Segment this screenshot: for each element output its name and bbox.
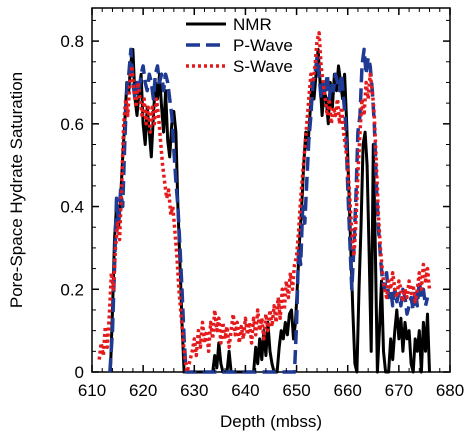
x-tick-label: 640 (231, 381, 259, 400)
y-tick-label: 0.8 (60, 32, 84, 51)
x-tick-label: 670 (385, 381, 413, 400)
legend-label-nmr: NMR (233, 15, 272, 34)
y-axis-label: Pore-Space Hydrate Saturation (7, 72, 26, 308)
y-tick-label: 0 (75, 363, 84, 382)
x-tick-label: 680 (436, 381, 464, 400)
x-axis-label: Depth (mbss) (220, 412, 322, 431)
series-layer (97, 31, 432, 374)
x-tick-label: 650 (282, 381, 310, 400)
x-tick-label: 610 (78, 381, 106, 400)
series-line-p-wave (108, 47, 430, 374)
series-line-s-wave (97, 31, 432, 374)
x-tick-label: 660 (334, 381, 362, 400)
y-tick-label: 0.2 (60, 280, 84, 299)
x-tick-label: 630 (180, 381, 208, 400)
legend-label-s-wave: S-Wave (233, 57, 293, 76)
y-tick-label: 0.6 (60, 115, 84, 134)
legend: NMR P-Wave S-Wave (186, 15, 293, 76)
y-axis: 0 0.2 0.4 0.6 0.8 (60, 19, 450, 382)
y-tick-label: 0.4 (60, 198, 84, 217)
x-tick-label: 620 (129, 381, 157, 400)
legend-label-p-wave: P-Wave (233, 36, 293, 55)
x-axis: 610 620 630 640 650 660 670 680 (78, 8, 464, 400)
